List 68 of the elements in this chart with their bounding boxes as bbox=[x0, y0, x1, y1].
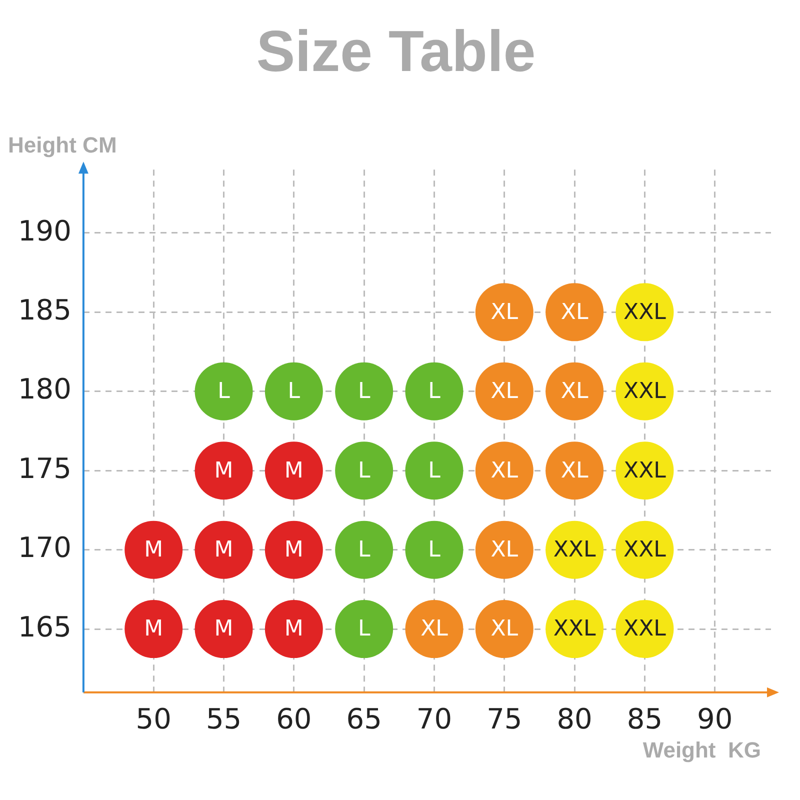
text: XL bbox=[420, 616, 448, 642]
series-label: L bbox=[358, 379, 371, 404]
y-tick-label: 165 bbox=[18, 610, 72, 644]
y-tick-label: 190 bbox=[18, 214, 72, 248]
text: XL bbox=[560, 379, 588, 404]
y-tick-label: 175 bbox=[18, 452, 72, 485]
text: M bbox=[284, 458, 304, 484]
text: XXL bbox=[624, 616, 666, 642]
point bbox=[264, 520, 323, 579]
text: XL bbox=[490, 616, 518, 642]
text: L bbox=[428, 538, 440, 563]
point bbox=[405, 442, 464, 500]
text: M bbox=[144, 538, 164, 563]
text: XL bbox=[490, 458, 518, 484]
y-tick-label: 180 bbox=[18, 372, 72, 406]
point bbox=[194, 600, 253, 658]
text: L bbox=[358, 538, 370, 563]
x-tick-label: 80 bbox=[556, 702, 592, 736]
text: XL bbox=[490, 379, 518, 404]
text: M bbox=[214, 616, 234, 642]
text: XXL bbox=[553, 538, 596, 563]
point bbox=[335, 442, 394, 500]
chart-title: Size Table bbox=[256, 18, 536, 84]
text: L bbox=[428, 379, 440, 404]
point bbox=[405, 520, 464, 579]
series-label: XL bbox=[560, 300, 589, 325]
point bbox=[264, 442, 323, 500]
point bbox=[194, 442, 253, 500]
text: L bbox=[358, 458, 370, 484]
x-tick-label: 75 bbox=[486, 702, 522, 736]
x-tick-label: 65 bbox=[346, 702, 382, 736]
text: M bbox=[214, 458, 234, 484]
text: XL bbox=[490, 538, 518, 563]
point bbox=[335, 362, 394, 420]
point bbox=[335, 520, 394, 579]
text: M bbox=[284, 616, 304, 642]
series-label: XXL bbox=[624, 300, 667, 325]
x-axis-title: Weight KG bbox=[642, 737, 761, 762]
text: M bbox=[284, 538, 304, 563]
x-tick-label: 55 bbox=[206, 702, 242, 736]
text: M bbox=[214, 538, 234, 563]
text: XL bbox=[560, 458, 588, 484]
point bbox=[124, 600, 183, 658]
x-tick-label: 60 bbox=[276, 702, 312, 736]
point bbox=[335, 600, 394, 658]
x-tick-label: 70 bbox=[416, 702, 452, 736]
point bbox=[194, 520, 253, 579]
x-tick-label: 90 bbox=[697, 702, 733, 736]
text: XXL bbox=[624, 458, 666, 484]
text: L bbox=[428, 458, 440, 484]
x-tick-label: 50 bbox=[136, 702, 172, 736]
point bbox=[405, 362, 464, 420]
text: L bbox=[218, 379, 230, 404]
text: XXL bbox=[553, 616, 596, 642]
y-tick-label: 170 bbox=[18, 531, 72, 564]
text: L bbox=[358, 616, 370, 642]
point bbox=[264, 362, 323, 420]
x-tick-label: 85 bbox=[626, 702, 663, 736]
text: L bbox=[288, 379, 300, 404]
y-axis-title: Height CM bbox=[8, 132, 117, 158]
point bbox=[124, 520, 183, 579]
text: XXL bbox=[624, 379, 666, 404]
y-tick-label: 185 bbox=[18, 293, 72, 326]
point bbox=[264, 600, 323, 658]
series-label: M bbox=[144, 616, 164, 642]
text: XXL bbox=[624, 538, 666, 563]
text: XL bbox=[490, 300, 518, 325]
point bbox=[194, 362, 253, 420]
